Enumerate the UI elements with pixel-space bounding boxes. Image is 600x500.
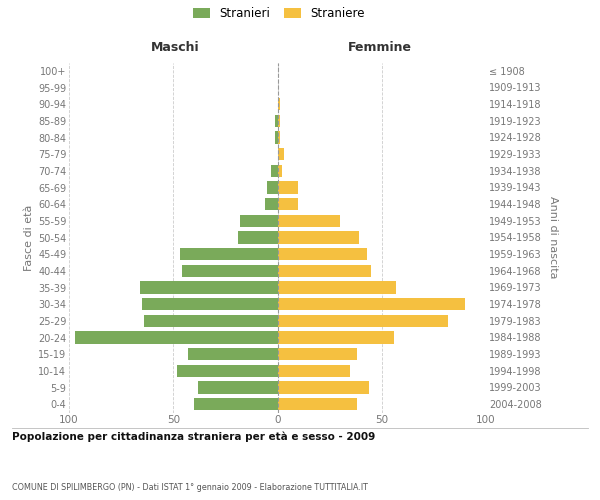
Bar — [271, 164, 277, 177]
Bar — [277, 98, 280, 110]
Text: COMUNE DI SPILIMBERGO (PN) - Dati ISTAT 1° gennaio 2009 - Elaborazione TUTTITALI: COMUNE DI SPILIMBERGO (PN) - Dati ISTAT … — [12, 484, 368, 492]
Text: Maschi: Maschi — [151, 41, 200, 54]
Bar — [277, 114, 280, 127]
Bar — [142, 298, 277, 310]
Bar — [277, 314, 448, 327]
Bar — [277, 298, 465, 310]
Bar — [179, 248, 277, 260]
Bar — [267, 181, 277, 194]
Bar — [194, 398, 277, 410]
Bar — [277, 398, 357, 410]
Bar — [277, 214, 340, 227]
Bar — [140, 281, 277, 293]
Bar — [182, 264, 277, 277]
Bar — [144, 314, 277, 327]
Y-axis label: Fasce di età: Fasce di età — [23, 204, 34, 270]
Bar — [277, 231, 359, 244]
Bar — [277, 164, 281, 177]
Bar — [277, 331, 394, 344]
Bar — [265, 198, 277, 210]
Bar — [277, 131, 280, 144]
Text: Femmine: Femmine — [347, 41, 412, 54]
Bar — [277, 148, 284, 160]
Bar — [178, 364, 277, 377]
Bar — [277, 364, 350, 377]
Bar — [277, 381, 369, 394]
Bar — [277, 264, 371, 277]
Bar — [277, 281, 397, 293]
Bar — [277, 181, 298, 194]
Bar — [275, 114, 277, 127]
Bar — [75, 331, 277, 344]
Legend: Stranieri, Straniere: Stranieri, Straniere — [188, 2, 370, 25]
Bar — [198, 381, 277, 394]
Bar — [277, 348, 357, 360]
Y-axis label: Anni di nascita: Anni di nascita — [548, 196, 559, 278]
Bar — [240, 214, 277, 227]
Bar — [188, 348, 277, 360]
Bar — [275, 131, 277, 144]
Text: Popolazione per cittadinanza straniera per età e sesso - 2009: Popolazione per cittadinanza straniera p… — [12, 432, 375, 442]
Bar — [277, 248, 367, 260]
Bar — [238, 231, 277, 244]
Bar — [277, 198, 298, 210]
